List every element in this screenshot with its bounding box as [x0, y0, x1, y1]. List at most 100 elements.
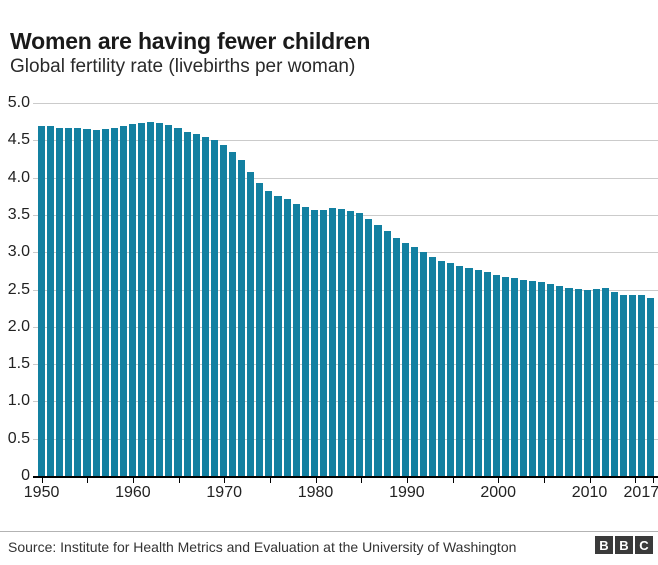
gridline-4.0 [33, 177, 658, 179]
x-axis-label-2010: 2010 [571, 484, 608, 501]
y-axis-label-0: 0 [21, 467, 30, 484]
bar-1953 [65, 128, 73, 476]
bar-1981 [319, 210, 327, 476]
bbc-logo: B B C [595, 536, 653, 554]
bar-1959 [119, 126, 127, 476]
bar-1973 [247, 172, 255, 476]
bar-2004 [529, 280, 537, 476]
bar-2017 [647, 298, 655, 476]
y-axis-label-3.5: 3.5 [7, 205, 30, 223]
bar-1992 [419, 252, 428, 476]
x-tick-2015 [635, 478, 637, 483]
y-axis-label-1.0: 1.0 [7, 392, 30, 410]
bar-1961 [138, 123, 146, 476]
x-tick-1995 [452, 478, 454, 483]
bar-1985 [356, 213, 364, 476]
bar-2016 [638, 294, 646, 476]
x-tick-1965 [178, 478, 180, 483]
bar-1951 [47, 126, 55, 476]
x-tick-2000 [498, 478, 500, 483]
bar-2011 [592, 288, 600, 476]
bar-2003 [519, 279, 528, 476]
bar-1978 [292, 203, 300, 476]
bar-1991 [410, 246, 418, 476]
bar-1993 [429, 256, 437, 476]
bar-1957 [101, 129, 109, 476]
bar-1971 [228, 151, 237, 476]
bbc-logo-block-c: C [635, 536, 653, 554]
bar-1983 [338, 208, 346, 476]
bar-1994 [438, 261, 446, 476]
bar-2014 [620, 294, 628, 476]
bar-2000 [492, 274, 500, 476]
footer-divider [0, 531, 658, 532]
x-axis-label-1970: 1970 [206, 484, 242, 501]
bar-2009 [574, 288, 582, 476]
gridlines-layer [33, 103, 658, 476]
bar-2010 [583, 289, 591, 476]
gridline-1.0 [33, 401, 658, 403]
bar-1972 [238, 160, 246, 476]
bar-1977 [283, 199, 291, 476]
x-axis-ticks [37, 476, 658, 483]
x-tick-2017 [653, 478, 655, 483]
bar-1969 [210, 140, 218, 476]
gridline-2.0 [33, 326, 658, 328]
bar-1986 [365, 218, 373, 476]
bar-2015 [629, 295, 637, 476]
gridline-5.0 [33, 103, 658, 104]
bar-1966 [183, 132, 191, 476]
x-axis-label-1950: 1950 [23, 484, 60, 501]
bar-1995 [447, 263, 455, 476]
bar-1962 [147, 122, 155, 476]
x-axis-labels: 1950 1960 1970 1980 1990 2000 2010 2017 [24, 476, 658, 501]
y-axis-label-3.0: 3.0 [7, 243, 30, 261]
bar-2008 [565, 288, 573, 476]
y-axis-label-0.5: 0.5 [7, 429, 30, 447]
bar-2012 [601, 288, 609, 476]
bar-1996 [456, 265, 464, 476]
y-axis-label-4.5: 4.5 [7, 131, 30, 149]
bar-1975 [265, 191, 273, 476]
bar-1999 [483, 272, 491, 476]
bar-1970 [219, 144, 227, 476]
gridline-4.5 [33, 140, 658, 142]
bar-1965 [174, 128, 182, 476]
x-tick-1980 [315, 478, 317, 483]
y-axis-label-1.5: 1.5 [7, 355, 30, 373]
y-axis-label-4.0: 4.0 [7, 168, 30, 186]
bar-1987 [374, 224, 382, 476]
plot-area: 1950 1960 1970 1980 1990 2000 2010 2017 [24, 103, 658, 501]
x-tick-2005 [543, 478, 545, 483]
bar-1979 [301, 206, 309, 476]
bar-1963 [156, 123, 164, 476]
bar-1950 [38, 126, 46, 476]
gridline-3.0 [33, 252, 658, 254]
page-title: Women are having fewer children [10, 28, 371, 55]
bar-1960 [128, 123, 137, 476]
x-tick-1975 [269, 478, 271, 483]
bar-2013 [610, 291, 618, 476]
bar-1958 [110, 127, 118, 476]
bar-1997 [465, 267, 473, 476]
x-axis-label-1990: 1990 [389, 484, 425, 501]
x-tick-1960 [132, 478, 134, 483]
x-axis-label-1960: 1960 [115, 484, 151, 501]
bar-1968 [201, 136, 209, 476]
x-tick-1970 [224, 478, 226, 483]
gridline-1.5 [33, 364, 658, 366]
x-axis-line [33, 476, 658, 478]
bar-1980 [310, 209, 318, 476]
chart-subtitle: Global fertility rate (livebirths per wo… [10, 56, 356, 77]
x-axis-label-2000: 2000 [480, 484, 516, 501]
x-tick-2010 [589, 478, 591, 483]
bar-1990 [401, 242, 409, 476]
bar-1982 [329, 208, 337, 476]
gridline-2.5 [33, 289, 658, 291]
bar-1984 [347, 211, 355, 476]
x-axis-label-2017: 2017 [623, 484, 658, 501]
x-tick-1950 [41, 478, 43, 483]
bar-1956 [92, 129, 100, 476]
x-tick-1985 [361, 478, 363, 483]
gridline-0.5 [33, 438, 658, 440]
